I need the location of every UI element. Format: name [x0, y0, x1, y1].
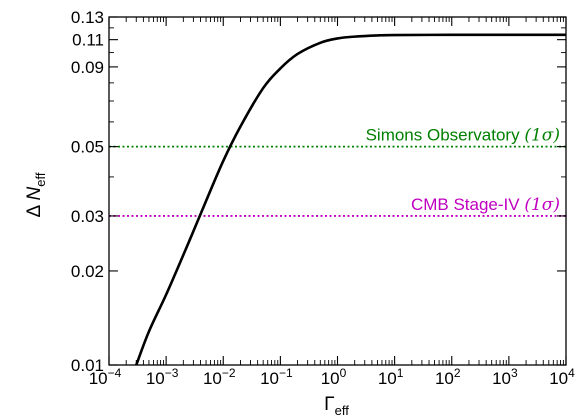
- y-tick-label-1: 0.02: [71, 262, 104, 281]
- data-series: [135, 33, 566, 366]
- y-axis-label: Δ Neff: [24, 172, 48, 217]
- axis-labels: Γeff Δ Neff: [24, 172, 349, 416]
- x-axis-label: Γeff: [324, 394, 349, 416]
- y-tick-label-0: 0.01: [71, 356, 104, 375]
- x-tick-label-8: 104: [549, 366, 575, 388]
- reference-line-label-0: Simons Observatory (1σ): [366, 126, 560, 146]
- y-tick-label-5: 0.11: [72, 31, 104, 50]
- y-tick-label-2: 0.03: [71, 207, 104, 226]
- series-line-0: [135, 33, 566, 366]
- x-tick-label-7: 103: [492, 366, 518, 388]
- y-tick-label-6: 0.13: [71, 8, 104, 27]
- plot-frame: [108, 16, 567, 366]
- x-tick-label-3: 10−1: [260, 366, 293, 388]
- x-tick-label-1: 10−3: [146, 366, 179, 388]
- x-tick-label-4: 100: [321, 366, 347, 388]
- x-tick-label-0: 10−4: [89, 366, 122, 388]
- y-tick-label-3: 0.05: [71, 138, 104, 157]
- annotations: Simons Observatory (1σ) CMB Stage-IV (1σ): [366, 126, 560, 215]
- x-tick-label-2: 10−2: [203, 366, 236, 388]
- tick-labels: 10−4 10−3 10−2 10−1 100 101 102 103 104 0.01 0.02 0…: [71, 8, 575, 388]
- y-tick-label-4: 0.09: [71, 58, 104, 77]
- reference-line-label-1: CMB Stage-IV (1σ): [411, 195, 560, 215]
- x-tick-label-6: 102: [435, 366, 461, 388]
- x-tick-label-5: 101: [378, 366, 404, 388]
